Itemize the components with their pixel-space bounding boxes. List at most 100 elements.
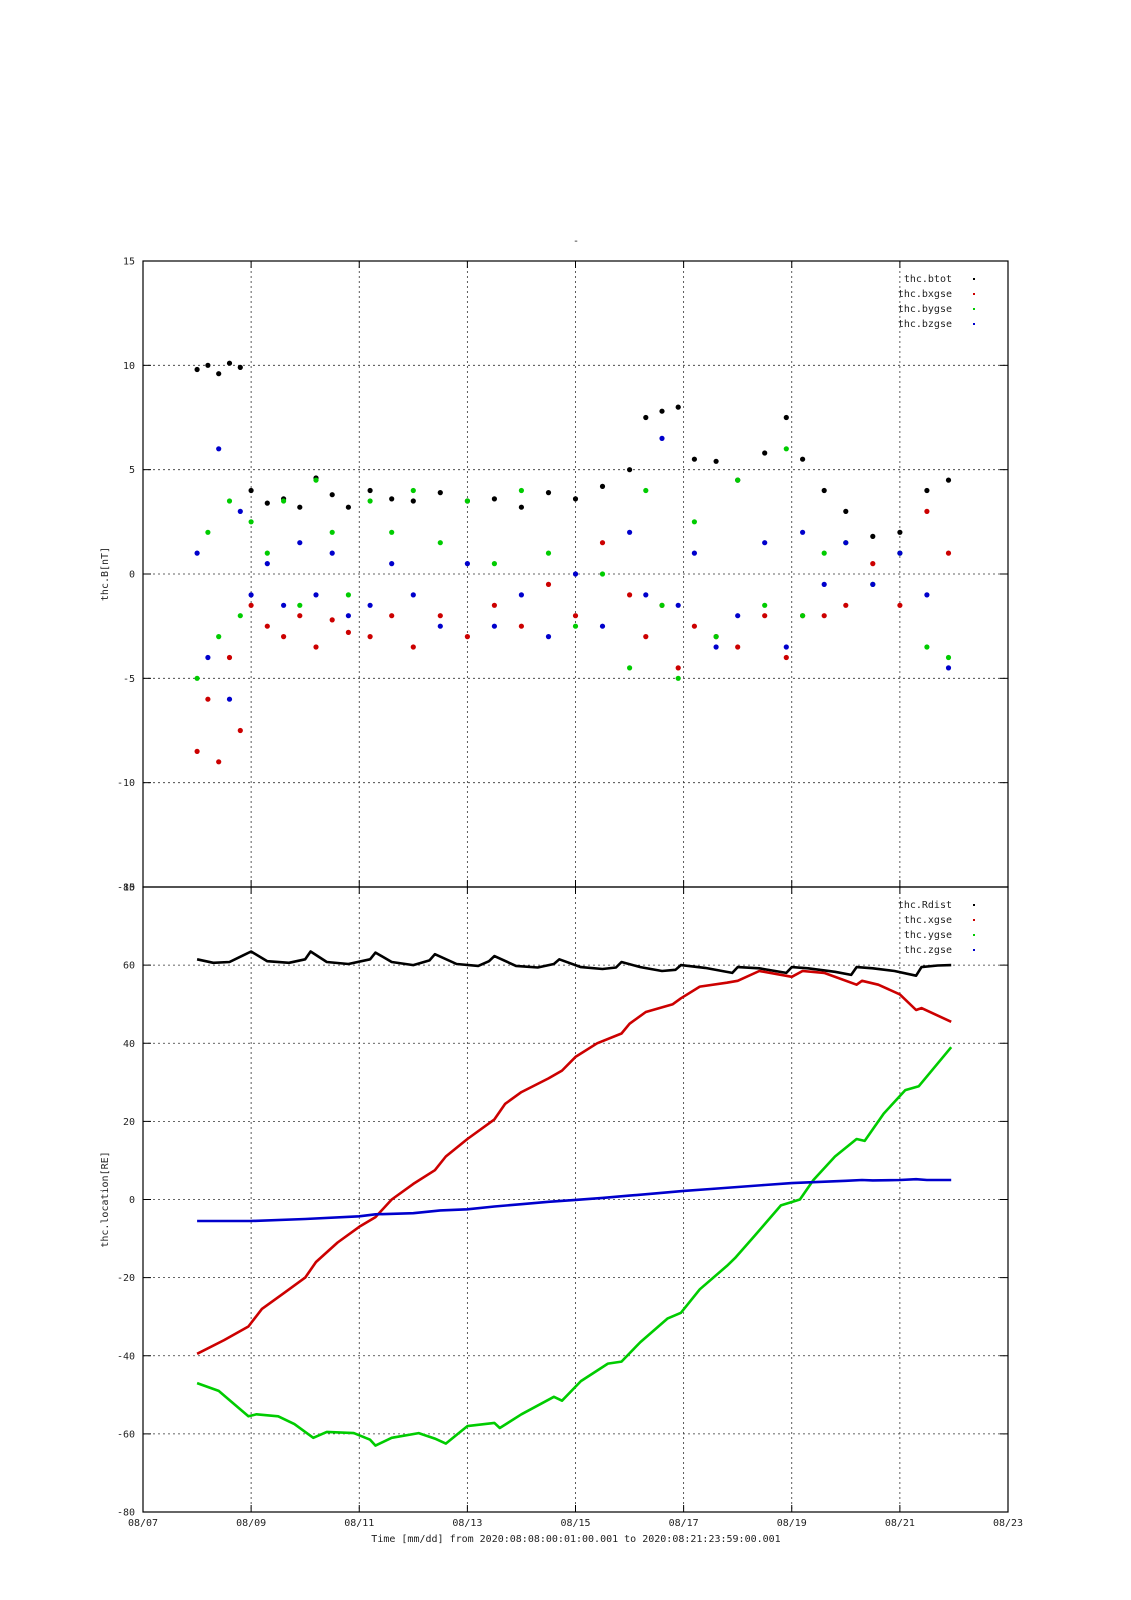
data-point-thc-bxgse: [313, 644, 319, 650]
data-point-thc-btot: [945, 477, 952, 483]
x-tick-label: 08/11: [344, 1518, 374, 1529]
data-point-thc-bzgse: [237, 508, 243, 514]
data-point-thc-bzgse: [870, 581, 876, 588]
data-point-thc-bygse: [491, 561, 497, 567]
data-point-thc-bzgse: [675, 602, 681, 608]
data-point-thc-bzgse: [572, 571, 579, 577]
data-point-thc-btot: [248, 487, 254, 494]
data-point-thc-bzgse: [924, 592, 930, 598]
data-point-thc-bygse: [924, 644, 930, 650]
data-point-thc-bxgse: [205, 696, 211, 702]
data-point-thc-btot: [297, 504, 303, 510]
legend-marker: [973, 323, 975, 325]
data-point-thc-bygse: [297, 602, 303, 608]
data-point-thc-bxgse: [389, 613, 395, 619]
data-point-thc-bxgse: [843, 602, 849, 608]
data-point-thc-bxgse: [491, 602, 497, 608]
legend-label: thc.Rdist: [898, 900, 952, 911]
legend-label: thc.ygse: [904, 930, 952, 941]
data-point-thc-btot: [713, 458, 719, 464]
legend-label: thc.btot: [904, 274, 952, 285]
data-point-thc-bzgse: [659, 435, 665, 441]
data-point-thc-btot: [897, 529, 903, 535]
y-axis-label: thc.location[RE]: [100, 1151, 111, 1247]
data-point-thc-bygse: [464, 498, 470, 504]
data-point-thc-bxgse: [897, 602, 903, 608]
y-axis-label: thc.B[nT]: [100, 547, 111, 601]
data-point-thc-bxgse: [297, 613, 303, 619]
x-tick-label: 08/13: [452, 1518, 482, 1529]
data-point-thc-bygse: [735, 477, 741, 483]
data-point-thc-bzgse: [762, 540, 768, 546]
data-point-thc-bygse: [713, 634, 719, 640]
data-point-thc-btot: [226, 360, 233, 366]
data-point-thc-bygse: [643, 487, 649, 494]
legend-marker: [973, 934, 975, 936]
data-point-thc-bxgse: [675, 665, 681, 671]
data-point-thc-bxgse: [329, 617, 335, 623]
data-point-thc-btot: [194, 366, 200, 373]
location-panel: -80 -60 -40 -20 0 20 40 60 80 thc.location[RE] thc…: [100, 883, 1023, 1530]
data-point-thc-bxgse: [216, 759, 222, 765]
x-tick-label: 08/21: [885, 1518, 915, 1529]
data-point-thc-bygse: [194, 675, 200, 681]
x-tick-label: 08/09: [236, 1518, 266, 1529]
data-point-thc-bxgse: [264, 623, 270, 629]
legend-marker: [973, 278, 975, 280]
data-point-thc-bxgse: [762, 613, 768, 619]
data-point-thc-btot: [843, 508, 849, 514]
data-point-thc-bzgse: [437, 623, 443, 629]
data-point-thc-bzgse: [627, 529, 633, 535]
legend-marker: [973, 919, 975, 921]
y-tick-label: -40: [117, 1351, 135, 1362]
data-point-thc-btot: [329, 492, 335, 498]
data-point-thc-btot: [389, 496, 395, 502]
data-point-thc-bygse: [545, 550, 552, 556]
data-point-thc-bxgse: [248, 602, 254, 608]
data-point-thc-btot: [205, 362, 211, 368]
series-line-thc-ygse: [196, 1046, 953, 1447]
y-tick-label: -20: [117, 1273, 135, 1284]
data-point-thc-btot: [345, 504, 351, 510]
legend-label: thc.xgse: [904, 915, 952, 926]
legend-marker: [973, 949, 975, 951]
legend-label: thc.bygse: [898, 304, 952, 315]
data-point-thc-bzgse: [945, 665, 952, 671]
data-point-thc-bygse: [572, 623, 579, 629]
data-point-thc-btot: [675, 404, 681, 410]
data-point-thc-bygse: [410, 487, 416, 494]
x-tick-label: 08/23: [993, 1518, 1023, 1529]
series-line-thc-xgse: [196, 969, 952, 1355]
series-line-thc-Rdist: [196, 950, 952, 978]
data-point-thc-bxgse: [410, 644, 416, 650]
data-point-thc-bxgse: [924, 508, 930, 514]
data-point-thc-bygse: [691, 519, 698, 525]
data-point-thc-bzgse: [897, 550, 903, 556]
data-point-thc-bxgse: [545, 581, 552, 588]
y-tick-label: 5: [129, 465, 135, 476]
data-point-thc-bxgse: [691, 623, 698, 629]
y-tick-label: -10: [117, 778, 135, 789]
data-point-thc-bzgse: [800, 529, 806, 535]
data-point-thc-bxgse: [437, 613, 443, 619]
y-tick-label: 0: [129, 1195, 135, 1206]
data-point-thc-bygse: [329, 529, 335, 535]
data-point-thc-bxgse: [281, 634, 287, 640]
data-point-thc-btot: [659, 408, 665, 414]
data-point-thc-btot: [627, 467, 633, 473]
legend-label: thc.bzgse: [898, 319, 952, 330]
series-line-thc-zgse: [197, 1177, 952, 1223]
legend-marker: [973, 904, 975, 906]
data-point-thc-bzgse: [643, 592, 649, 598]
data-point-thc-bxgse: [735, 644, 741, 650]
data-point-thc-btot: [437, 490, 443, 496]
data-point-thc-btot: [599, 483, 606, 489]
data-point-thc-bzgse: [297, 540, 303, 546]
data-point-thc-btot: [518, 504, 525, 510]
data-point-thc-bygse: [675, 675, 681, 681]
data-point-thc-bzgse: [194, 550, 200, 556]
data-point-thc-bzgse: [691, 550, 698, 556]
data-point-thc-bygse: [367, 498, 373, 504]
data-point-thc-bzgse: [843, 540, 849, 546]
data-point-thc-bygse: [216, 634, 222, 640]
